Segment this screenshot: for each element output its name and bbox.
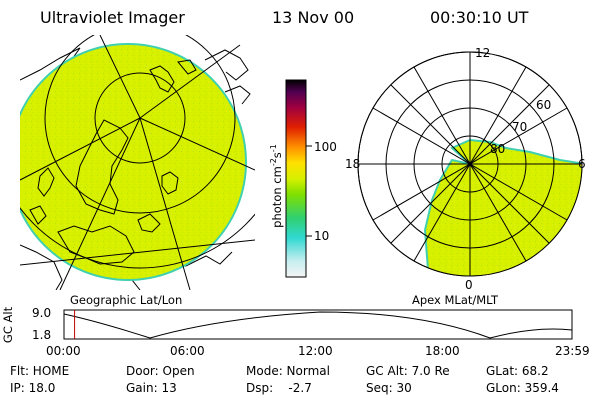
mlat-label-80: 80 [490,142,506,156]
colorbar-tick-100: 100 [314,140,337,154]
mag-caption: Apex MLat/MLT [412,293,499,307]
orbit-ylabel: GC Alt [1,306,16,344]
status-mode: Mode: Normal [246,364,330,378]
mlt-label-12: 12 [475,46,491,60]
colorbar-tick-10: 10 [314,229,330,243]
colorbar-ticks [306,145,312,237]
colorbar-gradient [285,79,307,278]
status-ip: IP: 18.0 [10,381,56,395]
orbit-xtick-0000: 00:00 [46,344,81,358]
status-seq: Seq: 30 [366,381,412,395]
orbit-xtick-1200: 12:00 [298,344,333,358]
orbit-xtick-1800: 18:00 [425,344,460,358]
image-date: 13 Nov 00 [272,8,355,27]
geo-coastlines [29,59,197,265]
colorbar-unit-label: photon cm-2s-1 [269,121,284,251]
unit-base: photon cm [269,166,284,228]
unit-sup-1: -2 [269,158,278,167]
geo-grid [20,35,255,290]
status-gc-alt: GC Alt: 7.0 Re [366,364,450,378]
orbit-y-top: 9.0 [32,306,52,320]
status-gain: Gain: 13 [126,381,177,395]
orbit-y-bottom: 1.8 [32,328,52,342]
status-door: Door: Open [126,364,195,378]
mlat-label-70: 70 [512,120,528,134]
mlt-label-18: 18 [345,157,361,171]
geo-caption: Geographic Lat/Lon [70,293,182,307]
orbit-xtick-0600: 06:00 [170,344,205,358]
unit-sup-2: -1 [269,144,278,153]
polar-grid [357,51,583,277]
status-flt: Flt: HOME [10,364,70,378]
mlt-label-0: 0 [465,278,473,292]
status-glat: GLat: 68.2 [486,364,549,378]
polar-plot [357,51,583,277]
unit-s: s [269,152,284,159]
orbit-plot [63,309,573,340]
mlt-label-6: 6 [578,157,586,171]
image-time: 00:30:10 UT [430,8,529,27]
orbit-xtick-2359: 23:59 [555,344,590,358]
instrument-title: Ultraviolet Imager [40,8,185,27]
orbit-altitude-curve [63,311,573,339]
geographic-map [20,35,255,290]
status-dsp: Dsp: -2.7 [246,381,312,395]
mlat-label-60: 60 [536,98,552,112]
status-glon: GLon: 359.4 [486,381,559,395]
